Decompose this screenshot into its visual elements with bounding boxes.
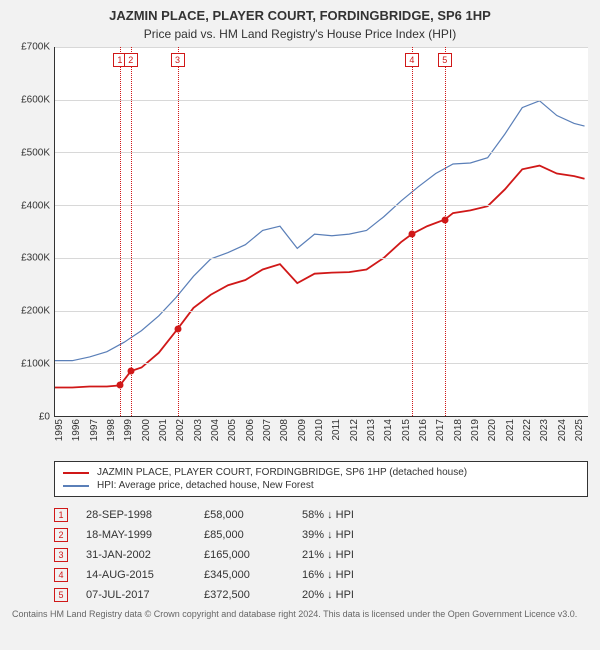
sale-row-date: 31-JAN-2002	[86, 549, 186, 561]
chart-title-address: JAZMIN PLACE, PLAYER COURT, FORDINGBRIDG…	[12, 8, 588, 23]
x-tick-label: 2012	[349, 419, 360, 441]
x-tick-label: 2016	[418, 419, 429, 441]
x-tick-label: 1996	[71, 419, 82, 441]
sale-marker-badge: 3	[171, 53, 185, 67]
sale-row-price: £165,000	[204, 549, 284, 561]
x-tick-label: 2009	[297, 419, 308, 441]
sale-row-num: 5	[54, 588, 68, 602]
sale-row: 2 18-MAY-1999 £85,000 39% ↓ HPI	[54, 525, 588, 545]
sale-row-num: 4	[54, 568, 68, 582]
x-tick-label: 2014	[383, 419, 394, 441]
attribution-text: Contains HM Land Registry data © Crown c…	[12, 609, 588, 621]
sale-dot	[116, 382, 123, 389]
x-tick-label: 2002	[175, 419, 186, 441]
sale-row-date: 18-MAY-1999	[86, 529, 186, 541]
y-tick-label: £600K	[21, 94, 50, 105]
sale-marker-badge: 4	[405, 53, 419, 67]
sale-row-date: 14-AUG-2015	[86, 569, 186, 581]
sale-row-price: £58,000	[204, 509, 284, 521]
series-property	[55, 166, 585, 388]
sale-row-num: 1	[54, 508, 68, 522]
chart-area: £0£100K£200K£300K£400K£500K£600K£700K 12…	[12, 47, 588, 417]
legend-row-hpi: HPI: Average price, detached house, New …	[63, 479, 579, 492]
chart-title-sub: Price paid vs. HM Land Registry's House …	[12, 27, 588, 41]
x-tick-label: 2000	[141, 419, 152, 441]
y-tick-label: £500K	[21, 147, 50, 158]
legend-box: JAZMIN PLACE, PLAYER COURT, FORDINGBRIDG…	[54, 461, 588, 497]
x-tick-label: 2008	[279, 419, 290, 441]
sale-row-diff: 39% ↓ HPI	[302, 529, 402, 541]
x-tick-label: 2022	[522, 419, 533, 441]
plot-region: 12345	[54, 47, 588, 417]
sale-row-diff: 16% ↓ HPI	[302, 569, 402, 581]
sale-row-diff: 20% ↓ HPI	[302, 589, 402, 601]
y-tick-label: £200K	[21, 306, 50, 317]
x-tick-label: 2017	[435, 419, 446, 441]
x-tick-label: 1998	[106, 419, 117, 441]
sale-row-date: 28-SEP-1998	[86, 509, 186, 521]
y-tick-label: £400K	[21, 200, 50, 211]
sale-row: 1 28-SEP-1998 £58,000 58% ↓ HPI	[54, 505, 588, 525]
x-tick-label: 1995	[54, 419, 65, 441]
sale-row-price: £85,000	[204, 529, 284, 541]
x-tick-label: 2003	[193, 419, 204, 441]
sale-row-date: 07-JUL-2017	[86, 589, 186, 601]
sale-row-diff: 21% ↓ HPI	[302, 549, 402, 561]
x-tick-label: 2001	[158, 419, 169, 441]
legend-swatch-property	[63, 472, 89, 474]
sale-dot	[174, 326, 181, 333]
x-tick-label: 2010	[314, 419, 325, 441]
sale-dot	[127, 368, 134, 375]
x-tick-label: 1999	[123, 419, 134, 441]
sale-dot	[408, 231, 415, 238]
sale-marker-badge: 2	[124, 53, 138, 67]
sale-row-diff: 58% ↓ HPI	[302, 509, 402, 521]
x-tick-label: 2013	[366, 419, 377, 441]
sale-row-price: £345,000	[204, 569, 284, 581]
x-tick-label: 2024	[557, 419, 568, 441]
x-tick-label: 2015	[401, 419, 412, 441]
x-tick-label: 2020	[487, 419, 498, 441]
legend-label-property: JAZMIN PLACE, PLAYER COURT, FORDINGBRIDG…	[97, 467, 467, 478]
x-tick-label: 2025	[574, 419, 585, 441]
sale-row-price: £372,500	[204, 589, 284, 601]
x-tick-label: 2011	[331, 419, 342, 441]
sales-table: 1 28-SEP-1998 £58,000 58% ↓ HPI 2 18-MAY-1999…	[54, 505, 588, 605]
sale-row: 3 31-JAN-2002 £165,000 21% ↓ HPI	[54, 545, 588, 565]
sale-row-num: 3	[54, 548, 68, 562]
x-tick-label: 2005	[227, 419, 238, 441]
x-tick-label: 2004	[210, 419, 221, 441]
y-axis: £0£100K£200K£300K£400K£500K£600K£700K	[12, 47, 54, 417]
legend-row-property: JAZMIN PLACE, PLAYER COURT, FORDINGBRIDG…	[63, 466, 579, 479]
sale-row-num: 2	[54, 528, 68, 542]
x-tick-label: 2006	[245, 419, 256, 441]
legend-label-hpi: HPI: Average price, detached house, New …	[97, 480, 314, 491]
y-tick-label: £700K	[21, 42, 50, 53]
y-tick-label: £0	[39, 412, 50, 423]
x-tick-label: 2019	[470, 419, 481, 441]
x-tick-label: 1997	[89, 419, 100, 441]
x-tick-label: 2007	[262, 419, 273, 441]
legend-swatch-hpi	[63, 485, 89, 487]
y-tick-label: £100K	[21, 359, 50, 370]
sale-row: 5 07-JUL-2017 £372,500 20% ↓ HPI	[54, 585, 588, 605]
y-tick-label: £300K	[21, 253, 50, 264]
sale-dot	[441, 216, 448, 223]
series-hpi	[55, 101, 585, 361]
x-tick-label: 2021	[505, 419, 516, 441]
x-axis: 1995 1996 1997 1998 1999 2000 2001 2002 2003 2004…	[54, 419, 588, 451]
x-tick-label: 2023	[539, 419, 550, 441]
x-tick-label: 2018	[453, 419, 464, 441]
sale-row: 4 14-AUG-2015 £345,000 16% ↓ HPI	[54, 565, 588, 585]
line-svg	[55, 47, 588, 416]
sale-marker-badge: 5	[438, 53, 452, 67]
